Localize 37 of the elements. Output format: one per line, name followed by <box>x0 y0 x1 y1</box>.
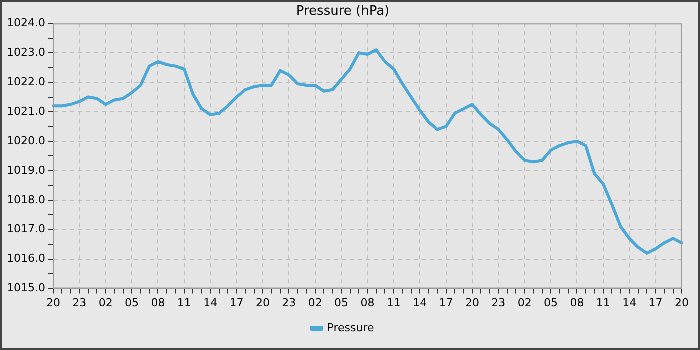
x-tick-label: 14 <box>622 296 637 310</box>
y-tick-label: 1021.0 <box>6 104 46 118</box>
x-tick-label: 11 <box>386 296 401 310</box>
y-tick-label: 1020.0 <box>6 134 46 148</box>
y-tick-label: 1023.0 <box>6 46 46 59</box>
x-tick-label: 08 <box>151 296 166 310</box>
x-tick-label: 05 <box>334 296 349 310</box>
x-tick-label: 23 <box>282 296 296 310</box>
x-tick-label: 08 <box>360 296 375 310</box>
x-tick-label: 17 <box>230 296 244 310</box>
x-tick-label: 14 <box>413 296 428 310</box>
x-tick-label: 14 <box>204 296 218 310</box>
x-tick-label: 11 <box>177 296 192 310</box>
legend-label: Pressure <box>327 321 374 334</box>
x-tick-label: 17 <box>439 296 454 310</box>
x-tick-label: 20 <box>675 296 689 310</box>
x-tick-label: 05 <box>544 296 558 310</box>
x-tick-label: 02 <box>98 296 113 310</box>
x-tick-label: 05 <box>125 296 140 310</box>
y-tick-label: 1024.0 <box>6 16 46 30</box>
x-tick-label: 08 <box>570 296 584 310</box>
chart-title: Pressure (hPa) <box>296 4 390 20</box>
x-tick-label: 02 <box>518 296 532 310</box>
y-tick-label: 1019.0 <box>6 164 46 177</box>
y-tick-label: 1017.0 <box>6 222 46 236</box>
y-tick-label: 1022.0 <box>6 75 46 88</box>
x-tick-label: 20 <box>465 296 480 310</box>
x-tick-label: 20 <box>256 296 270 310</box>
y-tick-label: 1015.0 <box>6 282 46 295</box>
x-tick-label: 11 <box>596 296 610 310</box>
x-tick-label: 02 <box>308 296 322 310</box>
y-tick-label: 1016.0 <box>6 252 46 266</box>
x-tick-label: 23 <box>72 296 87 310</box>
y-tick-label: 1018.0 <box>6 193 46 206</box>
x-tick-label: 23 <box>492 296 506 310</box>
x-tick-label: 17 <box>648 296 663 310</box>
x-tick-label: 20 <box>46 296 60 310</box>
